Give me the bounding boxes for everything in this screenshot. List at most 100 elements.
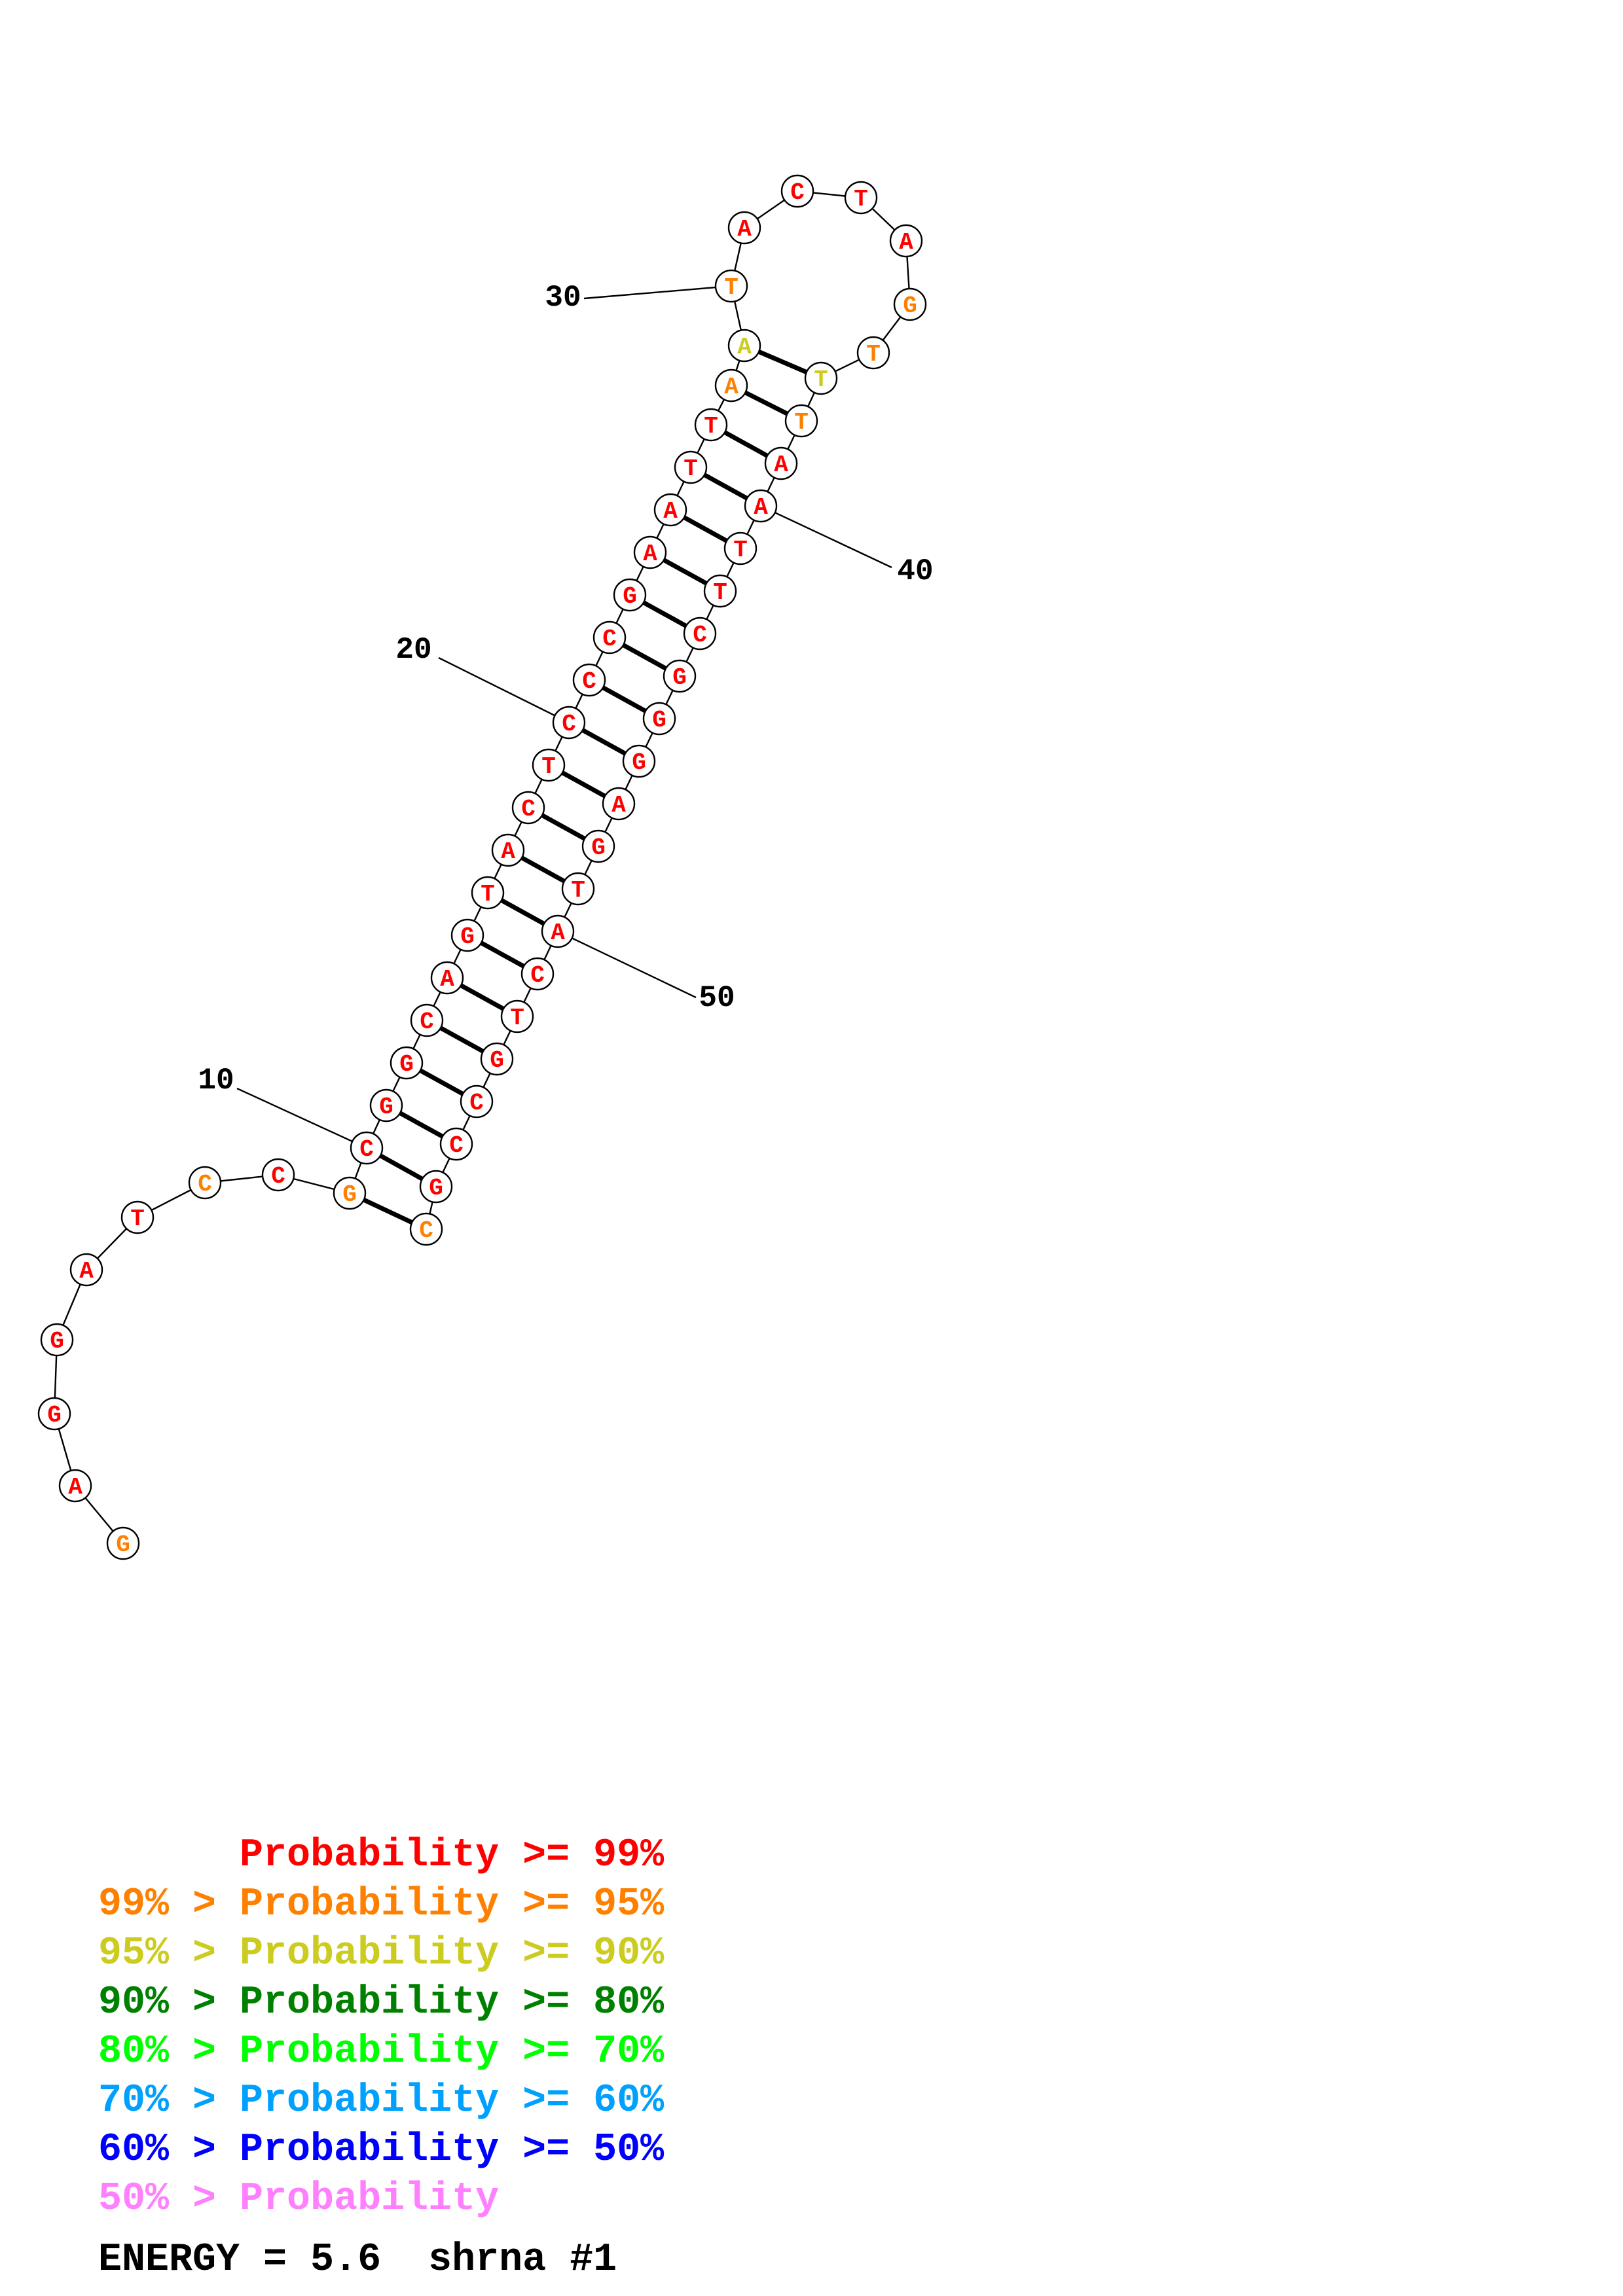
nucleotide: G — [106, 1526, 140, 1560]
nucleotide-base: G — [116, 1532, 130, 1558]
nucleotide-base: T — [130, 1206, 145, 1232]
nucleotide-circle — [613, 578, 647, 612]
nucleotide-circle — [703, 574, 737, 608]
nucleotide: A — [602, 787, 636, 821]
nucleotide-base: C — [198, 1171, 212, 1198]
nucleotide: A — [727, 329, 761, 363]
base-pair-bond — [439, 1026, 484, 1054]
nucleotide: T — [844, 181, 878, 215]
nucleotide-base: C — [790, 179, 805, 206]
nucleotide: C — [552, 706, 586, 740]
nucleotide-circle — [491, 833, 525, 867]
base-pair-bonds — [363, 350, 808, 1225]
nucleotide-base: A — [611, 792, 626, 819]
position-tick-line — [236, 1087, 367, 1149]
nucleotide-circle — [500, 999, 534, 1033]
nucleotide-base: T — [866, 341, 881, 368]
base-pair-bond — [744, 390, 789, 416]
nucleotide-circle — [410, 1003, 444, 1037]
nucleotide-circle — [804, 361, 838, 395]
nucleotide: A — [744, 489, 778, 523]
nucleotide-circle — [450, 918, 484, 952]
legend-row: 70% > Probability >= 60% — [98, 2079, 665, 2123]
base-pair-bond — [399, 1111, 444, 1139]
nucleotide-circle — [471, 876, 505, 910]
backbone-layer — [53, 190, 911, 1544]
nucleotide-base: C — [419, 1217, 433, 1244]
nucleotide-circle — [683, 617, 717, 651]
nucleotide: A — [541, 914, 575, 948]
nucleotide-circle — [633, 535, 667, 569]
nucleotide-circle — [430, 961, 464, 995]
probability-legend: Probability >= 99%99% > Probability >= 9… — [98, 1833, 665, 2282]
nucleotide-circle — [581, 829, 615, 863]
nucleotide: A — [764, 446, 798, 480]
nucleotide-base: A — [643, 541, 657, 567]
nucleotide-circle — [40, 1323, 74, 1357]
base-pair-bond — [500, 898, 545, 926]
nucleotide-base: T — [713, 579, 727, 606]
nucleotide: C — [188, 1166, 222, 1200]
nucleotide: G — [390, 1046, 424, 1080]
nucleotide: T — [500, 999, 534, 1033]
nucleotide-circle — [439, 1127, 473, 1161]
nucleotide-base: T — [704, 413, 718, 440]
nucleotide-base: T — [684, 456, 698, 482]
nucleotide: C — [511, 791, 545, 825]
nucleotide-circle — [333, 1176, 367, 1210]
nucleotide-base: A — [68, 1474, 82, 1501]
nucleotide-base: T — [724, 274, 739, 301]
nucleotide-circle — [532, 748, 566, 782]
nucleotide: A — [491, 833, 525, 867]
nucleotide-base: G — [460, 924, 475, 950]
nucleotide-base: C — [359, 1136, 374, 1163]
position-markers: 10 20 30 40 50 — [198, 281, 934, 1149]
base-pair-bond — [561, 770, 606, 798]
nucleotide: G — [581, 829, 615, 863]
base-pair-bond — [520, 855, 566, 884]
nucleotide: T — [471, 876, 505, 910]
nucleotide-circle — [784, 404, 818, 438]
nucleotide-circle — [844, 181, 878, 215]
base-pair-bond — [757, 350, 808, 374]
nucleotide-base: A — [737, 216, 752, 243]
nucleotide: G — [40, 1323, 74, 1357]
base-pair-bond — [480, 941, 525, 969]
base-pair-bond — [581, 728, 627, 756]
nucleotide: C — [350, 1131, 384, 1165]
nucleotide-circle — [106, 1526, 140, 1560]
nucleotide: C — [593, 620, 627, 655]
nucleotide-circle — [369, 1088, 403, 1122]
base-pair-bond — [642, 600, 687, 628]
nucleotide-base: C — [602, 626, 617, 653]
nucleotide: T — [723, 531, 757, 565]
nucleotide: A — [714, 368, 748, 403]
nucleotide: G — [419, 1170, 453, 1204]
nucleotide-base: G — [50, 1328, 64, 1355]
nucleotide-circle — [889, 224, 923, 258]
nucleotide-base: C — [562, 711, 576, 738]
nucleotide: G — [893, 287, 927, 321]
nucleotide-base: A — [501, 838, 515, 865]
legend-row: 80% > Probability >= 70% — [98, 2030, 665, 2074]
nucleotide-circle — [714, 269, 748, 303]
nucleotide-base: A — [440, 966, 454, 993]
base-pair-bond — [379, 1153, 424, 1181]
nucleotide-base: T — [541, 753, 556, 780]
nucleotide-base: G — [399, 1051, 414, 1078]
nucleotide: T — [703, 574, 737, 608]
base-pair-bond — [419, 1068, 464, 1096]
nucleotide-circle — [37, 1397, 71, 1431]
nucleotide-circle — [390, 1046, 424, 1080]
position-tick-line — [438, 656, 570, 724]
nucleotide-circle — [723, 531, 757, 565]
nucleotide-base: T — [794, 409, 809, 436]
nucleotide-base: C — [582, 668, 596, 695]
nucleotide-circle — [653, 493, 687, 527]
nucleotide: A — [430, 961, 464, 995]
position-tick-line — [583, 285, 732, 300]
base-pair-bond — [683, 515, 728, 543]
legend-row: 95% > Probability >= 90% — [98, 1931, 665, 1976]
nucleotide-circle — [727, 329, 761, 363]
